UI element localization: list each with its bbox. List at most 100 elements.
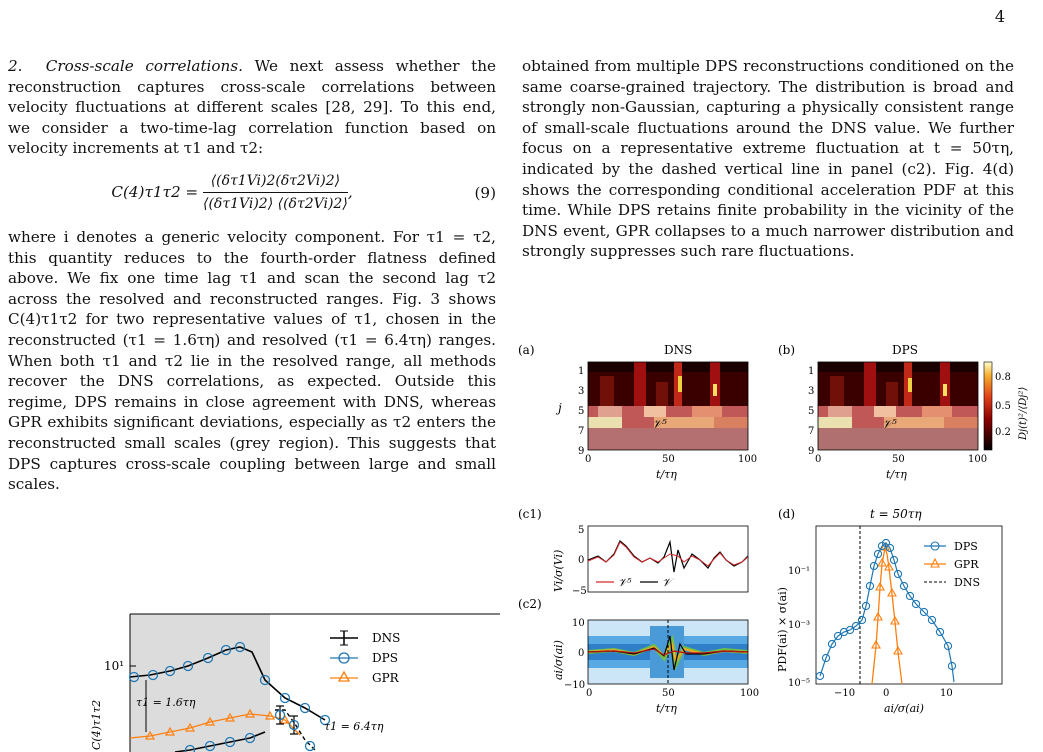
- xtick: 0: [883, 688, 889, 699]
- para1-text: We next assess whether the reconstructio…: [8, 57, 496, 158]
- gpr-curve: [129, 713, 301, 739]
- panel-c1-label: (c1): [518, 507, 542, 521]
- panel-b-yticks: 1 3 5 7 9: [808, 366, 814, 457]
- colorbar: [983, 361, 993, 451]
- c1-legend: 𝒱⁵ 𝒱: [596, 576, 675, 589]
- annotation-tau1-small: τ1 = 1.6τη: [136, 696, 196, 709]
- xtick: −10: [834, 688, 855, 699]
- panel-c2-ylabel: ai/σ(ai): [552, 640, 565, 680]
- ytick: 10⁻³: [788, 620, 810, 631]
- annotation-tau1-large: τ1 = 6.4τη: [324, 720, 384, 733]
- figure-4: (a) DNS 𝒱⁵ 1 3 5 7: [518, 343, 1029, 715]
- panel-c2-label: (c2): [518, 597, 542, 611]
- equation-denominator: ⟨(δτ1Vi)2⟩ ⟨(δτ2Vi)2⟩: [203, 196, 348, 213]
- panel-a-label: (a): [518, 343, 535, 357]
- ytick: 1: [808, 366, 814, 377]
- cbar-tick: 0.5: [995, 401, 1011, 412]
- ytick: 9: [578, 446, 584, 457]
- dps-markers-upper: [128, 641, 331, 726]
- panel-c1: (c1) 5 0 −5 Vi/σ(Vi) 𝒱⁵ 𝒱: [518, 507, 749, 597]
- panel-c1-ylabel: Vi/σ(Vi): [552, 550, 565, 592]
- ytick: 9: [808, 446, 814, 457]
- xtick: 100: [740, 688, 759, 699]
- panel-a: (a) DNS 𝒱⁵ 1 3 5 7: [518, 343, 757, 481]
- dns-dashed: [275, 709, 316, 751]
- equation-lhs: C(4)τ1τ2 =: [111, 182, 199, 201]
- d-gpr-markers: [871, 541, 903, 655]
- ytick: −10: [564, 680, 585, 691]
- ytick: 5: [578, 525, 584, 536]
- ytick-10: 10¹: [104, 659, 124, 673]
- ytick: 10⁻¹: [788, 566, 810, 577]
- d-legend-gpr: GPR: [954, 558, 979, 571]
- d-gpr-curve: [871, 545, 903, 685]
- para-heading-title: Cross-scale correlations.: [45, 57, 243, 75]
- panel-d: (d) t = 50τη 10⁻¹ 10⁻³ 10⁻⁵ PDF(ai) × σ(: [776, 507, 1003, 715]
- panel-b-xlabel: t/τη: [886, 468, 907, 481]
- dps-markers-lower: [274, 709, 316, 752]
- reconstructed-region-shading: [130, 614, 270, 752]
- equation-numerator: ⟨(δτ1Vi)2(δτ2Vi)2⟩: [203, 171, 348, 194]
- panel-d-label: (d): [778, 507, 795, 521]
- panel-b-label: (b): [778, 343, 795, 357]
- ytick: 10⁻⁵: [788, 678, 810, 689]
- ytick: 0: [578, 555, 584, 566]
- panel-b-title: DPS: [892, 343, 918, 357]
- panel-a-ylabel: j: [555, 401, 562, 415]
- panel-c2: (c2) 10 0 −10 ai/σ(ai) 0 50 100 t/τη: [518, 597, 759, 715]
- panel-a-inset: 𝒱⁵: [652, 417, 667, 431]
- ytick: 10: [572, 618, 585, 629]
- legend-dns: DNS: [372, 631, 400, 645]
- legend-gpr: GPR: [372, 671, 400, 685]
- panel-b-xticks: 0 50 100: [815, 454, 987, 465]
- ytick: 3: [808, 386, 814, 397]
- cbar-tick: 0.2: [995, 427, 1011, 438]
- right-paragraph: obtained from multiple DPS reconstructio…: [522, 57, 1014, 261]
- xtick: 50: [892, 454, 905, 465]
- c1-legend-v5: 𝒱⁵: [618, 576, 632, 589]
- ytick: 7: [808, 426, 814, 437]
- heatmap-a: [588, 362, 748, 450]
- equation-number: (9): [474, 183, 496, 202]
- panel-b: (b) DPS 𝒱⁵ 1 3 5 7 9: [778, 343, 1029, 481]
- ytick: 7: [578, 426, 584, 437]
- c1-red-trace: [587, 541, 749, 567]
- panel-a-title: DNS: [664, 343, 692, 357]
- cross-scale-paragraph: 2. Cross-scale correlations. We next ass…: [8, 56, 496, 159]
- panel-c2-yticks: 10 0 −10: [564, 618, 585, 691]
- panel-b-inset: 𝒱⁵: [882, 417, 897, 431]
- heatmap-b: [818, 362, 978, 450]
- ytick: 3: [578, 386, 584, 397]
- panel-c1-yticks: 5 0 −5: [572, 525, 587, 597]
- left-column: 2. Cross-scale correlations. We next ass…: [8, 56, 496, 495]
- cbar-tick: 0.8: [995, 372, 1011, 383]
- dps-curve-upper: [129, 646, 326, 721]
- panel-d-yticks: 10⁻¹ 10⁻³ 10⁻⁵: [788, 566, 810, 689]
- xtick: 0: [586, 688, 592, 699]
- xtick: 100: [968, 454, 987, 465]
- panel-d-xticks: −10 0 10: [834, 688, 953, 699]
- ytick: 1: [578, 366, 584, 377]
- equation-fraction: ⟨(δτ1Vi)2(δτ2Vi)2⟩ ⟨(δτ1Vi)2⟩ ⟨(δτ2Vi)2⟩: [203, 171, 348, 215]
- panel-a-xlabel: t/τη: [656, 468, 677, 481]
- panel-a-yticks: 1 3 5 7 9: [578, 366, 584, 457]
- panel-d-ylabel: PDF(ai) × σ(ai): [776, 587, 789, 672]
- colorbar-label: Dj(t)²/⟨Dj²⟩: [1018, 387, 1029, 441]
- equation-9: C(4)τ1τ2 = ⟨(δτ1Vi)2(δτ2Vi)2⟩ ⟨(δτ1Vi)2⟩…: [8, 171, 496, 215]
- panel-d-legend: DPS GPR DNS: [924, 540, 980, 589]
- right-column: obtained from multiple DPS reconstructio…: [522, 56, 1014, 262]
- c2-black-trace: [587, 635, 749, 671]
- ytick: 0: [578, 648, 584, 659]
- dns-errorbars: [276, 705, 298, 735]
- c2-red-trace: [587, 648, 749, 656]
- d-dps-curve: [819, 542, 955, 683]
- page-number: 4: [994, 7, 1005, 26]
- xtick: 50: [662, 454, 675, 465]
- panel-d-title: t = 50τη: [870, 507, 922, 521]
- panel-c2-xticks: 0 50 100: [586, 688, 759, 699]
- dps-curve-lower: [174, 731, 266, 752]
- d-dps-markers: [815, 538, 957, 681]
- xtick: 50: [662, 688, 675, 699]
- panel-d-xlabel: ai/σ(ai): [884, 702, 924, 715]
- xtick: 0: [815, 454, 821, 465]
